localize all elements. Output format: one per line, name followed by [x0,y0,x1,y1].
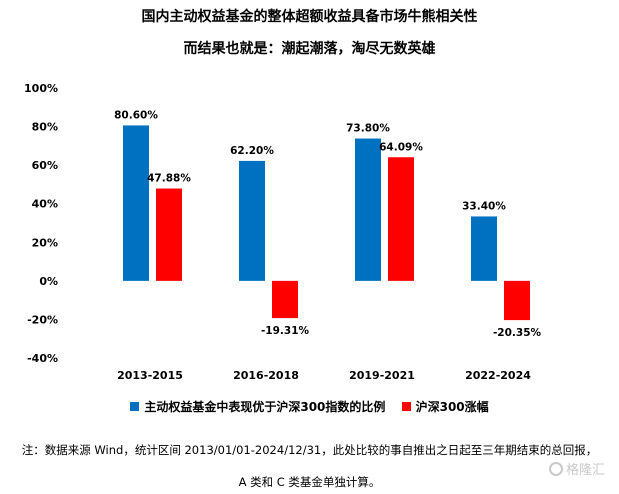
bar-red-2013-2015 [156,188,182,281]
y-tick-label: 20% [32,236,58,249]
footnote-line2: A 类和 C 类基金单独计算。 [238,475,381,489]
legend-label-red: 沪深300涨幅 [415,400,489,414]
bar-red-2022-2024 [504,280,530,321]
x-category-label: 2016-2018 [233,369,299,382]
data-label: -19.31% [261,325,310,337]
bar-red-2019-2021 [388,157,414,281]
y-tick-label: 40% [32,198,58,211]
watermark-logo-icon [548,461,563,476]
legend-label-blue: 主动权益基金中表现优于沪深300指数的比例 [144,400,386,414]
y-tick-label: 60% [32,159,58,172]
x-category-label: 2019-2021 [349,369,415,382]
data-label: 80.60% [114,109,158,121]
y-tick-label: 80% [32,121,58,134]
legend-swatch-red [401,402,411,411]
footnote-line1: 注：数据来源 Wind，统计区间 2013/01/01-2024/12/31，此… [21,443,598,457]
y-tick-label: 0% [39,275,58,288]
y-tick-label: -20% [27,313,58,326]
data-label: 62.20% [230,145,274,157]
y-tick-label: -40% [27,352,58,365]
bar-blue-2022-2024 [471,216,497,281]
bar-blue-2013-2015 [123,125,149,281]
y-tick-label: 100% [24,82,58,95]
legend-swatch-blue [130,402,140,411]
x-category-label: 2022-2024 [465,369,531,382]
chart-title: 国内主动权益基金的整体超额收益具备市场牛熊相关性 [141,9,478,25]
legend-item-blue: 主动权益基金中表现优于沪深300指数的比例 [130,398,385,415]
data-label: -20.35% [493,327,542,339]
data-label: 47.88% [147,173,191,185]
data-label: 73.80% [346,123,390,135]
data-label: 64.09% [379,141,423,153]
watermark-text: 格隆汇 [565,463,605,478]
legend: 主动权益基金中表现优于沪深300指数的比例 沪深300涨幅 [0,398,619,415]
bar-red-2016-2018 [272,280,298,319]
watermark: 格隆汇 [548,459,605,478]
data-label: 33.40% [462,200,506,212]
bar-blue-2016-2018 [239,160,265,281]
bar-chart: -40% -20% 0% 20% 40% 60% 80% 100% 80.60% 47.88% 20… [24,82,542,382]
chart-subtitle: 而结果也就是：潮起潮落，淘尽无数英雄 [183,41,436,57]
legend-item-red: 沪深300涨幅 [401,398,489,415]
x-category-label: 2013-2015 [117,369,183,382]
bar-blue-2019-2021 [355,138,381,281]
